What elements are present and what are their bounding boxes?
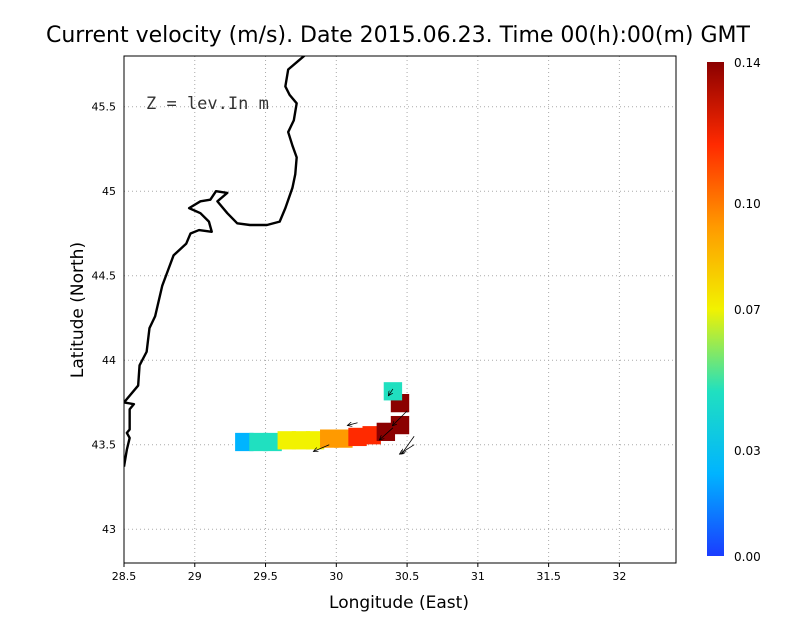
velocity-cell [320,429,339,448]
colorbar: 0.00 0.03 0.07 0.10 0.14 [707,56,761,564]
velocity-cell [348,427,367,447]
x-axis-label: Longitude (East) [329,593,469,613]
velocity-cell [235,432,254,452]
colorbar-tick-label: 0.03 [734,444,761,458]
velocity-arrow [399,444,415,454]
plot-frame [123,55,677,564]
y-axis-label: Latitude (North) [68,242,88,378]
y-tick-label: 45.5 [92,101,117,114]
colorbar-tick-label: 0.07 [734,303,761,317]
x-tick-label: 31.5 [536,570,561,583]
velocity-cell [390,415,410,435]
y-tick-label: 44.5 [92,270,117,283]
velocity-arrow [347,423,358,426]
plot-area: 28.5 29 29.5 30 30.5 31 31.5 32 43 43.5 44 44.5 45 45… [92,55,677,583]
velocity-cell [334,429,353,448]
velocity-arrow [379,427,394,440]
depth-annotation: Z = lev.In m [146,94,269,114]
y-tick-label: 43 [102,523,116,536]
coastline [124,56,306,467]
chart-title: Current velocity (m/s). Date 2015.06.23.… [46,23,751,48]
x-tick-label: 30 [329,570,343,583]
velocity-arrow [388,388,394,396]
x-tick-label: 32 [612,570,626,583]
velocity-field [235,382,410,452]
velocity-cell [383,382,403,401]
colorbar-tick-label: 0.10 [734,197,761,211]
velocity-cell [249,432,268,452]
velocity-arrow [313,444,330,452]
y-tick-label: 44 [102,354,116,367]
x-tick-label: 29.5 [253,570,278,583]
x-tick-label: 29 [188,570,202,583]
velocity-arrow [392,410,408,426]
colorbar-tick-label: 0.14 [734,56,761,70]
x-tick-label: 31 [471,570,485,583]
y-tick-label: 43.5 [92,439,117,452]
velocity-cell [305,431,325,450]
x-tick-label: 30.5 [395,570,420,583]
y-tick-label: 45 [102,185,116,198]
velocity-cell [362,426,381,445]
x-tick-label: 28.5 [112,570,137,583]
velocity-cell [291,431,311,450]
velocity-cell [263,432,282,452]
colorbar-tick-label: 0.00 [734,550,761,564]
colorbar-gradient [707,62,724,556]
velocity-cell [277,431,296,450]
